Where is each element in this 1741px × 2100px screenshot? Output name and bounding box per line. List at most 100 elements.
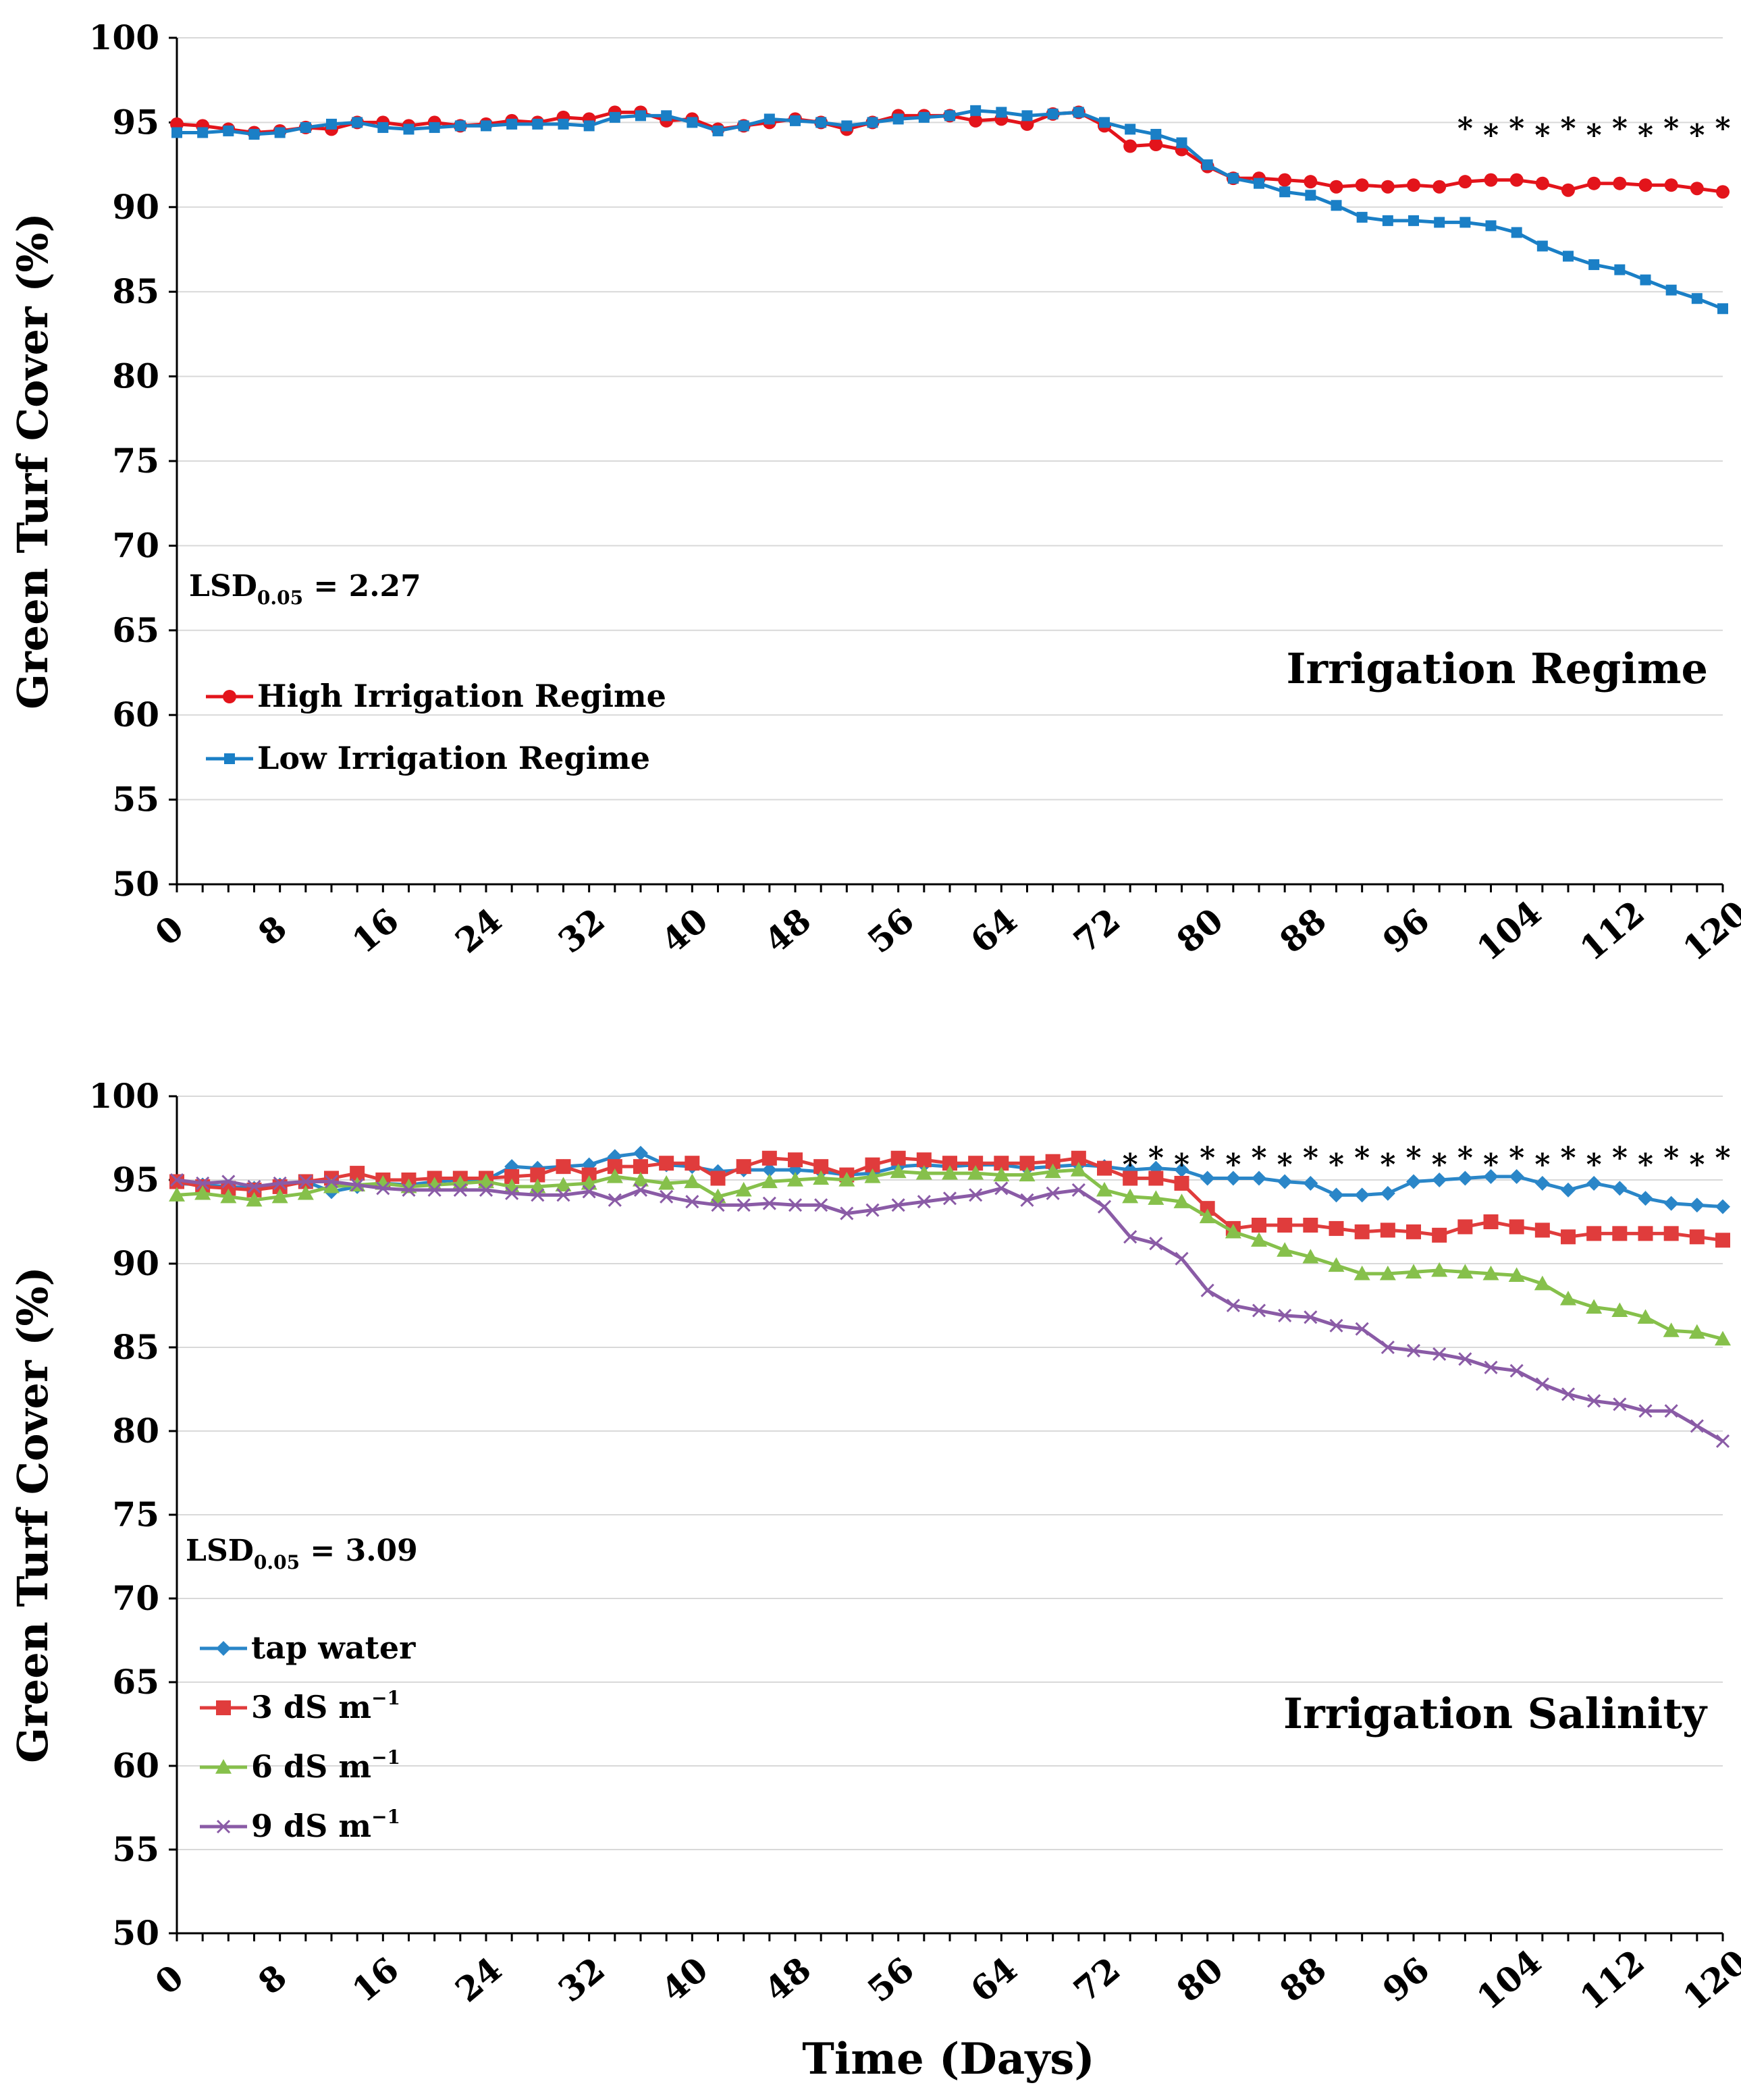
y-tick-label: 50: [112, 1913, 159, 1953]
data-point: [658, 1175, 675, 1190]
data-point: [1304, 175, 1318, 189]
x-tick-label: 64: [963, 1949, 1024, 2010]
data-point: [427, 1183, 441, 1197]
data-point: [1174, 1175, 1189, 1191]
legend-label-sup: −1: [371, 1806, 400, 1828]
data-point: [1354, 1187, 1370, 1203]
data-point: [864, 1168, 881, 1183]
data-point: [685, 1156, 700, 1171]
data-point: [1173, 1193, 1190, 1208]
significance-star: *: [1638, 1148, 1653, 1182]
significance-star: *: [1329, 1148, 1344, 1182]
data-point: [1560, 1291, 1576, 1305]
data-point: [1561, 1229, 1576, 1245]
data-point: [1690, 182, 1704, 196]
data-point: [1123, 1170, 1138, 1186]
data-point: [1483, 1214, 1499, 1229]
x-tick-label: 120: [1676, 1941, 1741, 2017]
x-tick-label: 40: [653, 1949, 715, 2010]
data-point: [944, 110, 955, 122]
data-point: [1200, 1201, 1215, 1216]
data-point: [660, 1189, 674, 1204]
data-point: [1638, 1226, 1653, 1241]
data-point: [1482, 1265, 1499, 1281]
data-point: [813, 1159, 829, 1175]
legend-label-text: 3 dS m: [251, 1689, 371, 1725]
data-point: [1381, 180, 1395, 194]
data-point: [1534, 1175, 1550, 1191]
legend-marker: [215, 1759, 232, 1774]
y-tick-label: 100: [89, 1076, 159, 1116]
data-point: [1380, 1222, 1395, 1238]
data-point: [814, 1198, 828, 1212]
data-point: [454, 120, 466, 132]
data-point: [865, 1157, 880, 1173]
series-line-2: [176, 1168, 1723, 1341]
data-point: [1586, 1175, 1602, 1191]
data-point: [1689, 1197, 1705, 1213]
y-axis-title: Green Turf Cover (%): [8, 1266, 57, 1763]
y-tick-label: 60: [112, 1746, 159, 1785]
data-point: [942, 1156, 957, 1171]
data-point: [1021, 110, 1033, 122]
significance-star: *: [1715, 1141, 1730, 1175]
data-point: [350, 1178, 365, 1192]
data-point: [813, 1170, 830, 1185]
data-point: [1484, 1360, 1498, 1374]
data-point: [687, 117, 698, 128]
data-point: [1047, 108, 1059, 119]
lsd-label: LSD0.05 = 2.27: [189, 569, 421, 609]
x-tick-label: 24: [448, 1949, 509, 2010]
data-point: [221, 1175, 236, 1189]
data-point: [709, 1188, 726, 1204]
legend-marker: [223, 690, 236, 703]
data-point: [453, 1183, 467, 1197]
x-tick-label: 80: [1169, 900, 1231, 961]
x-tick-label: 112: [1572, 1941, 1652, 2017]
significance-star: *: [1560, 1141, 1576, 1175]
lsd-subscript: 0.05: [254, 1551, 300, 1573]
significance-star: *: [1432, 1148, 1447, 1182]
data-point: [197, 127, 209, 138]
data-point: [1563, 250, 1574, 262]
data-point: [815, 117, 827, 128]
data-point: [169, 1173, 184, 1187]
data-point: [1125, 124, 1136, 135]
x-tick-label: 32: [551, 900, 612, 961]
data-point: [1278, 173, 1292, 187]
significance-star: *: [1689, 118, 1705, 153]
data-point: [840, 1206, 854, 1220]
data-point: [1278, 1308, 1292, 1322]
data-point: [582, 1185, 596, 1199]
legend-label: 6 dS m−1: [251, 1746, 400, 1785]
data-point: [1509, 1169, 1524, 1185]
y-tick-label: 100: [89, 18, 159, 57]
data-point: [1484, 173, 1498, 187]
y-tick-label: 55: [112, 780, 159, 819]
data-point: [968, 1156, 984, 1171]
data-point: [194, 1185, 211, 1200]
data-point: [607, 1159, 622, 1175]
data-point: [942, 1165, 958, 1180]
data-point: [1432, 1347, 1447, 1361]
data-point: [1509, 1219, 1524, 1235]
data-point: [1637, 1309, 1654, 1324]
data-point: [736, 1159, 751, 1175]
legend-label-text: 6 dS m: [251, 1748, 371, 1785]
data-point: [1073, 107, 1084, 118]
lsd-value: = 3.09: [300, 1534, 418, 1568]
data-point: [377, 122, 389, 133]
data-point: [865, 1203, 880, 1217]
significance-star: *: [1483, 1148, 1499, 1182]
y-tick-label: 65: [112, 610, 159, 650]
data-point: [1305, 190, 1316, 201]
significance-star: *: [1354, 1141, 1370, 1175]
data-point: [1097, 1160, 1112, 1176]
data-point: [556, 1188, 570, 1202]
data-point: [969, 113, 983, 128]
data-point: [1405, 1264, 1422, 1278]
data-point: [659, 1156, 674, 1171]
data-point: [890, 1150, 906, 1166]
significance-star: *: [1405, 1141, 1421, 1175]
